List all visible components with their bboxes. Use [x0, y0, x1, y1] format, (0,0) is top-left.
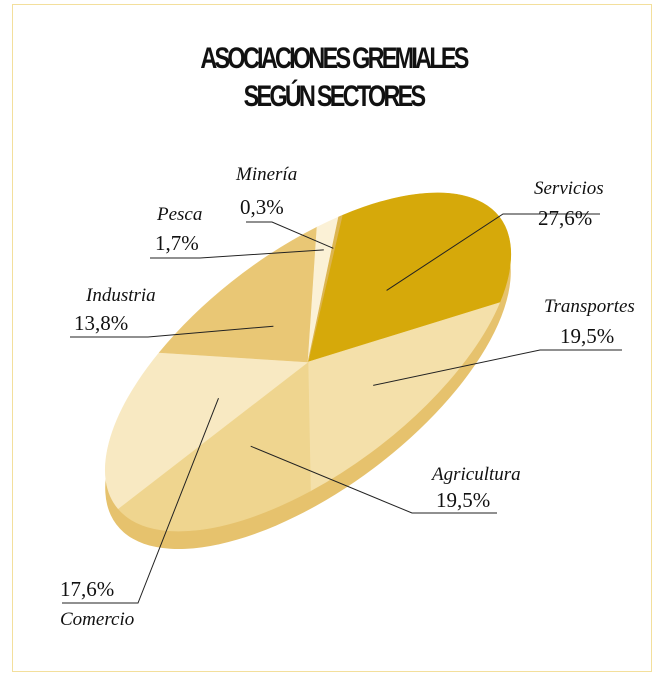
slice-name-transportes: Transportes	[544, 296, 635, 317]
slice-value-servicios: 27,6%	[538, 206, 592, 230]
leader-line-pesca	[150, 249, 324, 259]
slice-value-agricultura: 19,5%	[436, 488, 490, 512]
pie-slice-comercio	[104, 352, 309, 510]
pie-slice-transportes	[307, 302, 501, 492]
leader-line-agricultura	[250, 445, 497, 514]
slice-name-industria: Industria	[85, 285, 156, 306]
pie-body	[104, 192, 512, 550]
slice-value-minería: 0,3%	[240, 195, 284, 219]
chart-title-line-1: ASOCIACIONES GREMIALES	[200, 42, 469, 75]
slice-value-transportes: 19,5%	[560, 324, 614, 348]
leader-line-comercio	[62, 398, 219, 604]
slice-value-pesca: 1,7%	[155, 231, 199, 255]
leader-line-servicios	[386, 213, 600, 291]
leader-line-minería	[246, 221, 334, 249]
pie-slice-minería	[307, 214, 343, 363]
chart-title-line-2: SEGÚN SECTORES	[243, 80, 427, 113]
slice-name-agricultura: Agricultura	[430, 464, 521, 485]
slice-name-pesca: Pesca	[156, 204, 202, 225]
leader-line-transportes	[373, 349, 622, 386]
pie-slice-agricultura	[117, 361, 311, 532]
slice-labels: Servicios 27,6% Transportes 19,5% Agricultur…	[60, 164, 635, 630]
slice-value-industria: 13,8%	[74, 311, 128, 335]
slice-name-servicios: Servicios	[534, 178, 604, 199]
pie-slice-servicios	[307, 192, 512, 363]
leader-lines	[62, 213, 622, 604]
slice-name-comercio: Comercio	[60, 609, 134, 630]
slice-name-minería: Minería	[235, 164, 297, 185]
pie-slice-industria	[158, 226, 318, 363]
slice-value-comercio: 17,6%	[60, 577, 114, 601]
leader-line-industria	[70, 325, 274, 338]
